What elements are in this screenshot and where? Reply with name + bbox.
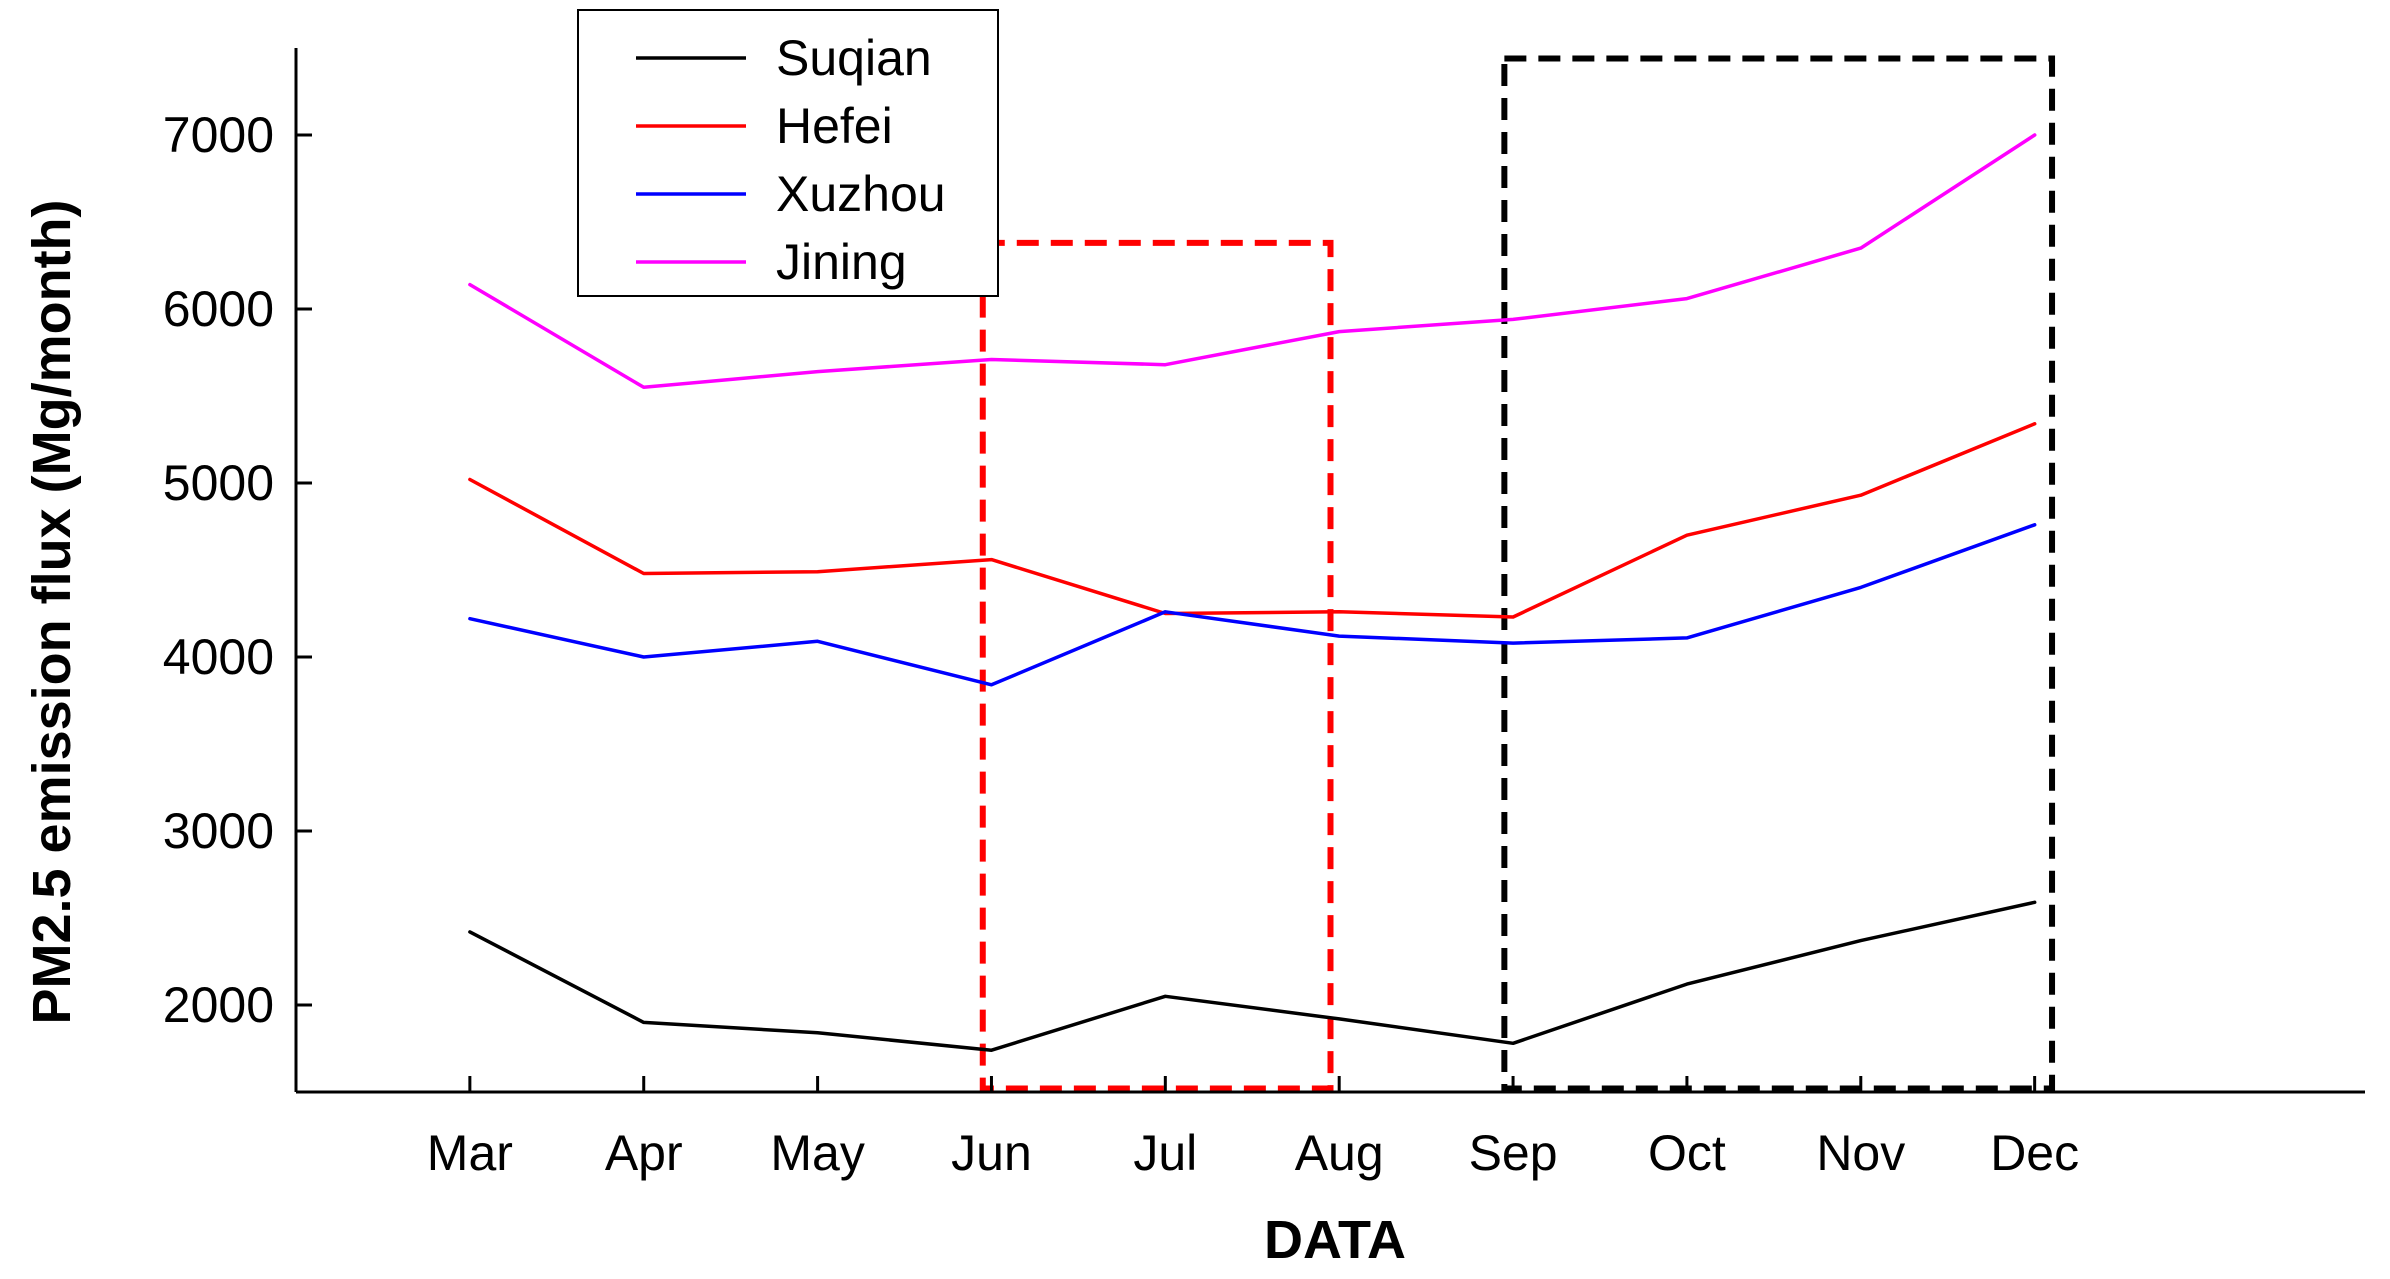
highlight-boxes xyxy=(979,55,2056,1092)
legend: Suqian Hefei Xuzhou Jining xyxy=(577,9,999,297)
series-line-suqian xyxy=(468,900,2037,1052)
x-tick-label-mar: Mar xyxy=(427,1125,513,1181)
legend-label-hefei: Hefei xyxy=(776,98,893,154)
legend-label-suqian: Suqian xyxy=(776,30,932,86)
series-line-jining xyxy=(468,133,2037,390)
x-tick-label-jun: Jun xyxy=(951,1125,1032,1181)
series-line-xuzhou xyxy=(468,523,2037,687)
x-tick-label-aug: Aug xyxy=(1295,1125,1384,1181)
series-lines xyxy=(468,133,2037,1052)
legend-label-xuzhou: Xuzhou xyxy=(776,166,946,222)
axes: 2000 3000 4000 5000 6000 7000 Mar Apr May Jun Jul A… xyxy=(163,48,2365,1181)
series-line-hefei xyxy=(468,422,2037,619)
x-axis-title: DATA xyxy=(1264,1210,1406,1270)
x-tick-label-jul: Jul xyxy=(1133,1125,1197,1181)
legend-label-jining: Jining xyxy=(776,234,907,290)
y-tick-label-4000: 4000 xyxy=(163,629,274,685)
x-tick-label-nov: Nov xyxy=(1816,1125,1905,1181)
x-tick-label-dec: Dec xyxy=(1990,1125,2079,1181)
x-tick-label-sep: Sep xyxy=(1469,1125,1558,1181)
x-tick-label-oct: Oct xyxy=(1648,1125,1726,1181)
y-axis-title: PM2.5 emission flux (Mg/month) xyxy=(22,199,82,1024)
y-tick-label-3000: 3000 xyxy=(163,803,274,859)
y-tick-label-6000: 6000 xyxy=(163,281,274,337)
y-tick-label-5000: 5000 xyxy=(163,455,274,511)
summer-highlight-box xyxy=(979,239,1334,1092)
x-tick-label-apr: Apr xyxy=(605,1125,683,1181)
y-tick-label-2000: 2000 xyxy=(163,977,274,1033)
y-tick-label-7000: 7000 xyxy=(163,107,274,163)
x-tick-label-may: May xyxy=(770,1125,864,1181)
winter-highlight-box xyxy=(1501,55,2056,1092)
